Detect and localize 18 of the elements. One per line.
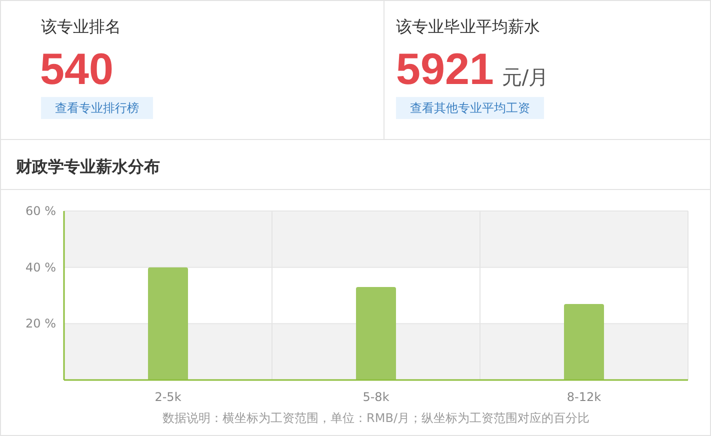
text: 该专业排名 [41, 17, 121, 36]
text: 元/月 [502, 65, 549, 89]
y-tick-label: 20 % [26, 316, 56, 331]
chart-title: 财政学专业薪水分布 [15, 157, 160, 176]
text: 查看专业排行榜 [55, 101, 139, 115]
bar [564, 304, 604, 380]
text: 5921 [396, 45, 494, 94]
y-tick-label: 60 % [26, 204, 56, 218]
text: 查看其他专业平均工资 [410, 101, 530, 115]
text: 数据说明：横坐标为工资范围，单位：RMB/月；纵坐标为工资范围对应的百分比 [162, 411, 590, 425]
bar [356, 287, 396, 380]
x-tick-label: 8-12k [566, 390, 602, 404]
y-tick-label: 40 % [26, 260, 56, 274]
text: 540 [40, 45, 114, 94]
x-tick-label: 5-8k [362, 390, 390, 404]
x-tick-label: 2-5k [154, 390, 182, 404]
bar [148, 267, 188, 380]
text: 该专业毕业平均薪水 [396, 17, 540, 36]
